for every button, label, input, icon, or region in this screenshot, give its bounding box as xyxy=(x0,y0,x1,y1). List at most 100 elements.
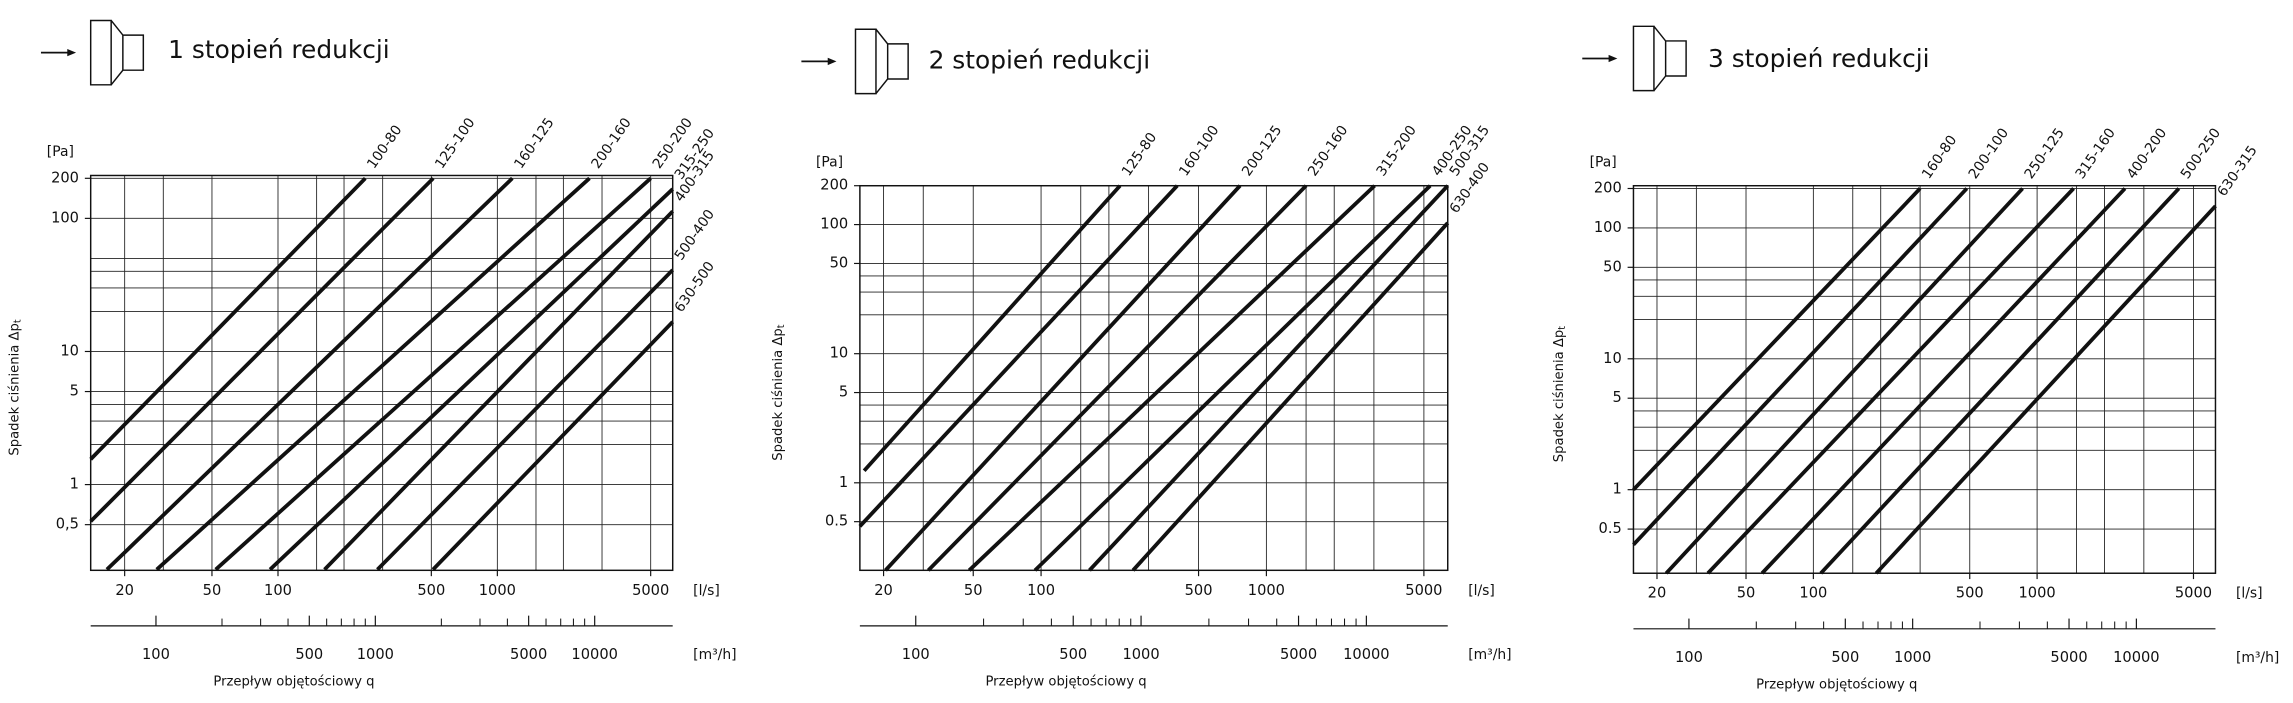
series-label: 400-200 xyxy=(2124,125,2170,182)
x-tick-label: 5000 xyxy=(1405,582,1442,599)
y-tick-label: 10 xyxy=(830,345,849,362)
data-line xyxy=(967,184,1376,572)
series-label: 315-160 xyxy=(2073,125,2119,182)
x2-tick-label: 5000 xyxy=(2050,649,2087,666)
series-label: 100-80 xyxy=(364,122,405,171)
y-tick-label: 0.5 xyxy=(825,513,848,530)
series-label: 500-400 xyxy=(672,207,718,264)
chart-title: 1 stopień redukcji xyxy=(168,35,390,64)
data-line xyxy=(1088,184,1450,572)
data-line xyxy=(214,176,652,571)
chart: 3 stopień redukcji 0.5 1 5 10 50 100 200 20 50 100… xyxy=(1551,25,2279,692)
y-tick-label: 5 xyxy=(70,383,79,400)
data-line xyxy=(858,184,1179,528)
chart: 2 stopień redukcji 0.5 1 5 10 50 100 200 20 50 100… xyxy=(770,28,1512,689)
x-tick-label: 500 xyxy=(417,582,445,599)
y-axis-label-sub: t xyxy=(1556,326,1567,330)
x-tick-label: 1000 xyxy=(2019,585,2056,602)
reducer-icon xyxy=(1582,25,1687,92)
x-tick-label: 5000 xyxy=(2175,585,2212,602)
y-unit: [Pa] xyxy=(816,154,843,170)
data-line xyxy=(1664,187,2024,575)
y-axis-label-main: Spadek ciśnienia Δp xyxy=(770,328,786,460)
series-label: 200-125 xyxy=(1239,123,1285,180)
x2-tick-label: 500 xyxy=(1059,646,1087,663)
data-line xyxy=(926,184,1308,572)
y-tick-label: 10 xyxy=(60,342,79,359)
y-tick-label: 100 xyxy=(820,216,848,233)
x-tick-label: 50 xyxy=(203,582,222,599)
reducer-icon xyxy=(40,19,145,86)
y-axis-label: Spadek ciśnienia Δpt xyxy=(1551,326,1567,462)
data-line xyxy=(431,320,675,571)
x-tick-label: 50 xyxy=(964,582,983,599)
y-tick-label: 200 xyxy=(51,169,79,186)
y-axis-label-main: Spadek ciśnienia Δp xyxy=(1551,330,1567,462)
x-axis-label: Przepływ objętościowy q xyxy=(213,673,374,689)
x2-tick-label: 1000 xyxy=(1122,646,1159,663)
x2-tick-label: 500 xyxy=(295,646,323,663)
y-tick-label: 0,5 xyxy=(56,516,79,533)
series-label: 200-100 xyxy=(1966,125,2012,182)
data-line xyxy=(105,176,514,571)
x2-unit: [m³/h] xyxy=(1468,647,1511,663)
x2-tick-label: 100 xyxy=(1675,649,1703,666)
data-line xyxy=(1033,184,1432,572)
x-unit: [l/s] xyxy=(693,583,720,599)
y-unit: [Pa] xyxy=(1590,154,1617,170)
x-unit: [l/s] xyxy=(2236,586,2263,602)
x2-tick-label: 10000 xyxy=(1343,646,1389,663)
y-tick-label: 1 xyxy=(839,474,848,491)
x-tick-label: 20 xyxy=(1648,585,1667,602)
series-label: 200-160 xyxy=(588,115,634,172)
data-line xyxy=(155,176,591,571)
series-label: 315-200 xyxy=(1373,123,1419,180)
series-label: 125-100 xyxy=(432,115,478,172)
y-tick-label: 200 xyxy=(1594,179,1622,196)
x2-tick-label: 500 xyxy=(1831,649,1859,666)
y-tick-label: 10 xyxy=(1603,350,1622,367)
x2-unit: [m³/h] xyxy=(2236,650,2279,666)
arrow-head xyxy=(1608,54,1618,63)
y-tick-label: 5 xyxy=(1612,389,1621,406)
data-line xyxy=(1874,204,2217,575)
chart-title: 2 stopień redukcji xyxy=(929,45,1151,74)
plot-frame xyxy=(89,174,674,572)
y-tick-label: 100 xyxy=(51,209,79,226)
data-line xyxy=(1819,187,2181,575)
series-label: 160-80 xyxy=(1919,133,1960,182)
x-tick-label: 20 xyxy=(115,582,134,599)
x-axis-label: Przepływ objętościowy q xyxy=(1756,676,1917,692)
y-axis-label: Spadek ciśnienia Δpt xyxy=(770,324,786,460)
data-line xyxy=(1632,187,1922,492)
series-label: 250-160 xyxy=(1305,123,1351,180)
y-tick-label: 200 xyxy=(820,177,848,194)
data-line xyxy=(89,176,435,523)
y-tick-label: 5 xyxy=(839,384,848,401)
y-axis-label-main: Spadek ciśnienia Δp xyxy=(7,323,23,455)
x-tick-label: 1000 xyxy=(1248,582,1285,599)
reducer xyxy=(1632,25,1687,92)
x-tick-label: 100 xyxy=(1799,585,1827,602)
reducer-icon xyxy=(801,28,909,95)
x2-tick-label: 5000 xyxy=(1280,646,1317,663)
x2-tick-label: 5000 xyxy=(510,646,547,663)
series-label: 160-125 xyxy=(511,115,557,172)
x2-tick-label: 100 xyxy=(142,646,170,663)
y-tick-label: 50 xyxy=(1603,258,1622,275)
data-line xyxy=(376,268,675,571)
data-line xyxy=(884,184,1242,572)
chart-title: 3 stopień redukcji xyxy=(1708,44,1930,73)
data-line xyxy=(89,176,367,461)
data-line xyxy=(268,187,675,571)
data-line xyxy=(1632,187,1969,546)
x-unit: [l/s] xyxy=(1468,583,1495,599)
series-label: 160-100 xyxy=(1176,123,1222,180)
x-tick-label: 50 xyxy=(1737,585,1756,602)
data-line xyxy=(1706,187,2075,575)
x-tick-label: 5000 xyxy=(632,582,669,599)
x-tick-label: 1000 xyxy=(479,582,516,599)
series-label: 630-500 xyxy=(672,259,718,316)
